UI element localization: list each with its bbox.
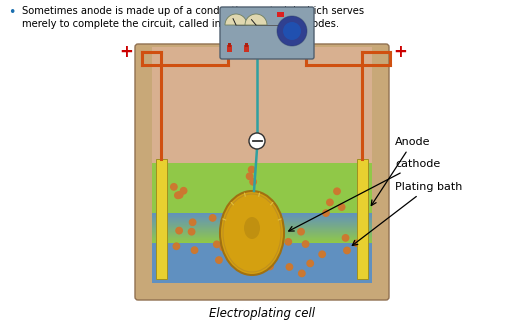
Circle shape: [170, 184, 177, 190]
Bar: [152, 228, 372, 229]
Bar: [152, 213, 372, 214]
Bar: [152, 232, 372, 233]
Circle shape: [175, 192, 181, 198]
Text: merely to complete the circuit, called inert or insoluble anodes.: merely to complete the circuit, called i…: [22, 19, 339, 29]
Circle shape: [267, 263, 273, 270]
Wedge shape: [225, 14, 247, 25]
Bar: [152, 231, 372, 232]
Bar: [152, 235, 372, 236]
Bar: [152, 223, 372, 224]
Text: Anode: Anode: [371, 137, 431, 205]
Circle shape: [231, 232, 238, 239]
Bar: [152, 47, 372, 283]
Circle shape: [298, 270, 305, 277]
Bar: [152, 214, 372, 215]
Bar: [152, 236, 372, 237]
Bar: [152, 242, 372, 243]
Bar: [152, 163, 372, 228]
Circle shape: [286, 264, 293, 270]
Text: Plating bath: Plating bath: [352, 182, 462, 246]
Circle shape: [233, 259, 240, 265]
Circle shape: [334, 188, 340, 195]
Circle shape: [250, 256, 256, 263]
Circle shape: [307, 260, 313, 267]
Circle shape: [303, 241, 309, 247]
Text: Electroplating cell: Electroplating cell: [209, 306, 315, 319]
Circle shape: [188, 229, 195, 235]
Bar: [152, 239, 372, 240]
Wedge shape: [245, 14, 267, 25]
Text: Sometimes anode is made up of a conducting material which serves: Sometimes anode is made up of a conducti…: [22, 6, 364, 16]
Circle shape: [240, 196, 246, 202]
Circle shape: [177, 192, 183, 198]
Bar: [152, 234, 372, 235]
Bar: [152, 233, 372, 234]
Bar: [244, 45, 249, 52]
Bar: [152, 220, 372, 221]
Bar: [152, 238, 372, 239]
FancyBboxPatch shape: [135, 44, 389, 300]
Text: +: +: [393, 43, 407, 61]
Circle shape: [250, 179, 257, 185]
Bar: [357, 159, 368, 279]
Bar: [152, 228, 372, 283]
Bar: [227, 45, 232, 52]
Circle shape: [226, 215, 232, 222]
Bar: [152, 237, 372, 238]
Circle shape: [249, 133, 265, 149]
Circle shape: [338, 204, 345, 210]
Circle shape: [277, 16, 307, 46]
Bar: [152, 241, 372, 242]
Bar: [152, 225, 372, 226]
Circle shape: [276, 239, 282, 246]
Text: +: +: [119, 43, 133, 61]
Bar: [152, 224, 372, 225]
Circle shape: [354, 240, 360, 247]
Circle shape: [285, 239, 291, 245]
Bar: [152, 226, 372, 227]
Bar: [152, 218, 372, 219]
Bar: [228, 43, 231, 47]
Circle shape: [344, 247, 350, 254]
Circle shape: [319, 251, 325, 257]
Ellipse shape: [220, 191, 284, 275]
Circle shape: [189, 219, 196, 226]
Bar: [156, 159, 167, 279]
FancyBboxPatch shape: [220, 7, 314, 59]
Circle shape: [214, 241, 220, 248]
Text: cathode: cathode: [289, 159, 440, 231]
Bar: [152, 217, 372, 218]
Circle shape: [173, 243, 180, 250]
Circle shape: [216, 257, 222, 263]
Bar: [152, 221, 372, 222]
Bar: [152, 215, 372, 216]
Bar: [152, 227, 372, 228]
Circle shape: [191, 247, 198, 253]
Circle shape: [176, 227, 182, 234]
Circle shape: [220, 244, 226, 251]
Circle shape: [323, 210, 329, 216]
Bar: [152, 216, 372, 217]
Circle shape: [268, 226, 274, 232]
Bar: [277, 12, 284, 17]
Bar: [152, 219, 372, 220]
Circle shape: [248, 166, 255, 173]
Circle shape: [343, 235, 349, 241]
Circle shape: [283, 22, 301, 40]
Ellipse shape: [244, 217, 260, 239]
Circle shape: [246, 173, 253, 180]
Bar: [245, 43, 248, 47]
Circle shape: [180, 188, 187, 194]
Text: •: •: [8, 6, 15, 19]
Bar: [152, 230, 372, 231]
Circle shape: [209, 215, 216, 221]
Circle shape: [327, 199, 333, 206]
Bar: [152, 240, 372, 241]
Bar: [152, 222, 372, 223]
Circle shape: [298, 229, 304, 235]
Bar: [152, 229, 372, 230]
